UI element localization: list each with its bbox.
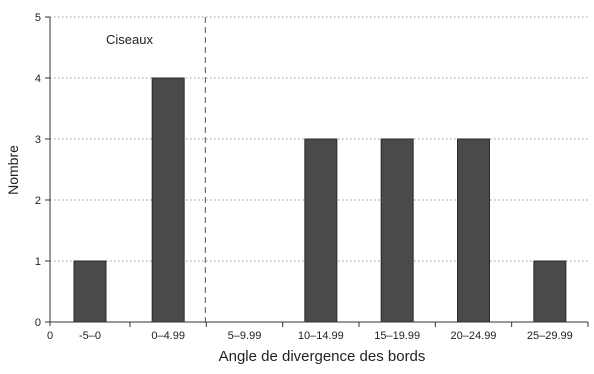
x-tick-label: 5–9.99 xyxy=(228,330,262,342)
ciseaux-annotation: Ciseaux xyxy=(106,32,153,47)
axes xyxy=(45,16,589,327)
x-origin-label: 0 xyxy=(47,330,53,342)
x-tick-label: 25–29.99 xyxy=(527,330,573,342)
bar-5 xyxy=(457,138,490,323)
bar-1 xyxy=(151,77,185,323)
y-tick-label: 3 xyxy=(35,134,41,146)
bar-3 xyxy=(304,138,338,323)
y-tick-label: 0 xyxy=(35,317,41,329)
x-tick-label: 0–4.99 xyxy=(151,330,185,342)
y-tick-label: 2 xyxy=(35,195,41,207)
bar-0 xyxy=(73,260,107,323)
x-tick-label: 10–14.99 xyxy=(298,330,344,342)
x-tick-label: 15–19.99 xyxy=(374,330,420,342)
bar-4 xyxy=(380,138,414,323)
bar-6 xyxy=(533,260,567,323)
x-tick-label: -5–0 xyxy=(79,330,101,342)
x-axis-label: Angle de divergence des bords xyxy=(219,348,426,365)
bars xyxy=(73,77,567,323)
y-axis-label: Nombre xyxy=(5,145,21,195)
y-tick-label: 1 xyxy=(35,256,41,268)
y-tick-label: 4 xyxy=(35,73,41,85)
x-tick-label: 20–24.99 xyxy=(451,330,497,342)
y-tick-label: 5 xyxy=(35,12,41,24)
tick-labels: 0 1 2 3 4 5 0 -5–0 0–4.99 5–9.99 10–14.99 15–19.99 2… xyxy=(35,12,573,342)
